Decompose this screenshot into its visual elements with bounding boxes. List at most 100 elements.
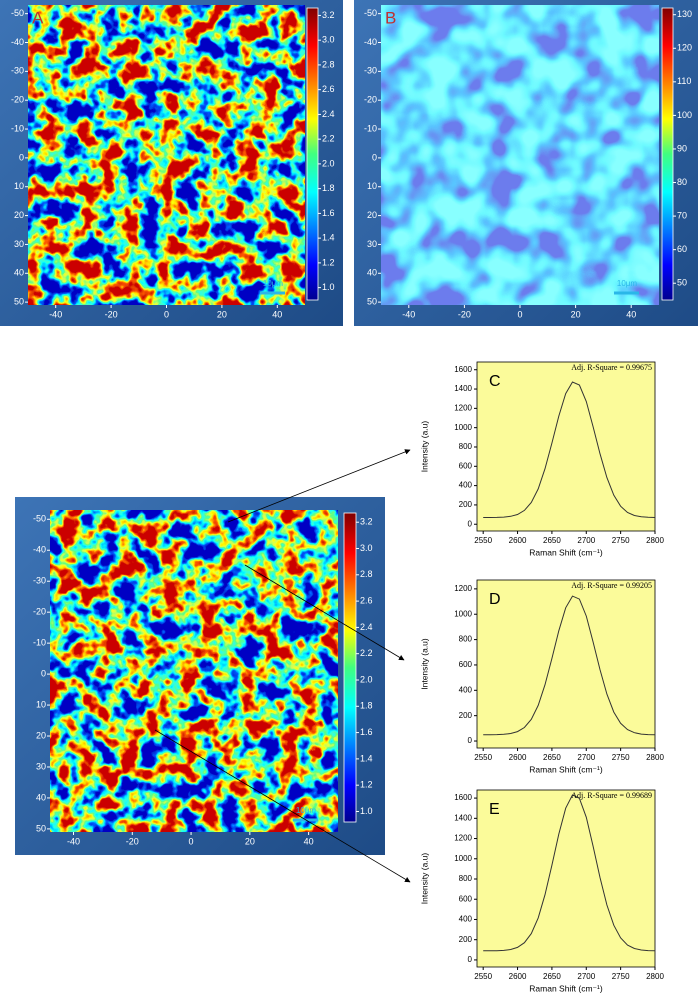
colorbar-tick-label: 100 [677, 110, 692, 120]
x-tick-label: 2700 [577, 753, 595, 762]
x-tick-label: 2650 [543, 536, 561, 545]
y-tick-label: -30 [11, 66, 24, 76]
heatmap-image [381, 5, 659, 305]
y-tick-label: 1000 [454, 609, 472, 618]
y-tick-label: -30 [33, 576, 46, 586]
colorbar-tick-label: 2.6 [322, 84, 335, 94]
x-tick-label: 20 [245, 836, 255, 846]
x-tick-label: 20 [217, 309, 227, 319]
y-tick-label: 10 [14, 181, 24, 191]
colorbar-tick-label: 3.2 [360, 517, 373, 527]
y-tick-label: 200 [459, 935, 473, 944]
y-tick-label: 400 [459, 481, 473, 490]
x-tick-label: 2800 [646, 972, 664, 981]
panel-letter: D [489, 591, 501, 608]
y-tick-label: 1400 [454, 813, 472, 822]
colorbar-tick-label: 2.2 [360, 648, 373, 658]
y-tick-label: 400 [459, 915, 473, 924]
spectrum-line [483, 794, 656, 952]
spectrum-line [483, 595, 656, 736]
heatmap-panel: -40 -20 0 20 40 -50 -40 -30 -20 -10 0 10 20 30 40 50 50 6… [354, 0, 698, 326]
plot-frame [476, 579, 656, 749]
colorbar-tick-label: 3.0 [322, 35, 335, 45]
y-tick-label: 200 [459, 500, 473, 509]
x-tick-label: 0 [164, 309, 169, 319]
colorbar-tick-label: 1.6 [322, 208, 335, 218]
y-tick-label: 40 [14, 268, 24, 278]
y-tick-label: 0 [468, 736, 473, 745]
x-tick-label: 2550 [474, 972, 492, 981]
y-tick-label: 600 [459, 660, 473, 669]
colorbar-tick-label: 70 [677, 210, 687, 220]
x-tick-label: -20 [458, 309, 471, 319]
x-axis-label: Raman Shift (cm⁻¹) [529, 983, 603, 993]
y-tick-label: 20 [36, 730, 46, 740]
y-tick-label: 1600 [454, 793, 472, 802]
y-tick-label: 50 [14, 296, 24, 306]
x-axis-label: Raman Shift (cm⁻¹) [529, 547, 603, 557]
colorbar-tick-label: 2.8 [322, 59, 335, 69]
panel-letter: A [32, 8, 44, 27]
panel-letter: B [385, 8, 396, 27]
x-tick-label: -40 [67, 836, 80, 846]
colorbar-tick-label: 2.0 [360, 674, 373, 684]
y-tick-label: 600 [459, 894, 473, 903]
x-tick-label: 0 [517, 309, 522, 319]
y-tick-label: 10 [367, 181, 377, 191]
y-tick-label: 30 [367, 239, 377, 249]
colorbar-tick-label: 2.8 [360, 569, 373, 579]
scale-bar-label: 10μm [296, 806, 317, 815]
colorbar-tick-label: 50 [677, 278, 687, 288]
fit-region [477, 580, 655, 748]
x-tick-label: 40 [272, 309, 282, 319]
arrow [154, 729, 411, 883]
y-tick-label: 40 [367, 268, 377, 278]
spectrum-line [483, 381, 656, 518]
y-tick-label: 30 [14, 239, 24, 249]
fit-region [477, 362, 655, 531]
y-tick-label: -50 [364, 8, 377, 18]
spectrum-chart: 2550 2600 2650 2700 2750 2800 0 200 400 600 800 100… [419, 579, 664, 774]
colorbar-tick-label: 130 [677, 9, 692, 19]
colorbar-tick-label: 1.8 [360, 701, 373, 711]
colorbar-tick-label: 2.4 [322, 109, 335, 119]
colorbar-tick-label: 2.4 [360, 622, 373, 632]
x-tick-label: -20 [126, 836, 139, 846]
colorbar-tick-label: 2.6 [360, 595, 373, 605]
colorbar [306, 7, 319, 301]
colorbar-tick-label: 90 [677, 143, 687, 153]
arrows [154, 449, 411, 883]
spectrum-chart: 2550 2600 2650 2700 2750 2800 0 200 400 600 800 100… [419, 361, 664, 557]
y-tick-label: -10 [33, 638, 46, 648]
x-tick-label: 2550 [474, 753, 492, 762]
y-tick-label: -30 [364, 66, 377, 76]
x-tick-label: 2650 [543, 972, 561, 981]
x-tick-label: 40 [626, 309, 636, 319]
y-tick-label: -40 [11, 37, 24, 47]
y-tick-label: 1200 [454, 584, 472, 593]
y-tick-label: 0 [468, 955, 473, 964]
panel-letter: E [489, 801, 500, 818]
heatmap-image [28, 5, 305, 305]
y-tick-label: -10 [364, 123, 377, 133]
colorbar-tick-label: 1.0 [322, 282, 335, 292]
y-tick-label: -50 [33, 514, 46, 524]
x-tick-label: 2650 [543, 753, 561, 762]
x-tick-label: 2750 [612, 972, 630, 981]
x-tick-label: 2600 [509, 536, 527, 545]
colorbar-tick-label: 3.2 [322, 10, 335, 20]
x-tick-label: 2800 [646, 753, 664, 762]
y-tick-label: 20 [14, 210, 24, 220]
colorbar-tick-label: 1.8 [322, 183, 335, 193]
colorbar-tick-label: 2.2 [322, 134, 335, 144]
y-tick-label: 1400 [454, 384, 472, 393]
x-tick-label: 0 [189, 836, 194, 846]
y-tick-label: 200 [459, 711, 473, 720]
y-tick-label: 0 [468, 519, 473, 528]
y-tick-label: 50 [36, 823, 46, 833]
y-tick-label: 50 [367, 296, 377, 306]
x-tick-label: 40 [304, 836, 314, 846]
colorbar-tick-label: 1.0 [360, 806, 373, 816]
colorbar-tick-label: 1.4 [322, 233, 335, 243]
